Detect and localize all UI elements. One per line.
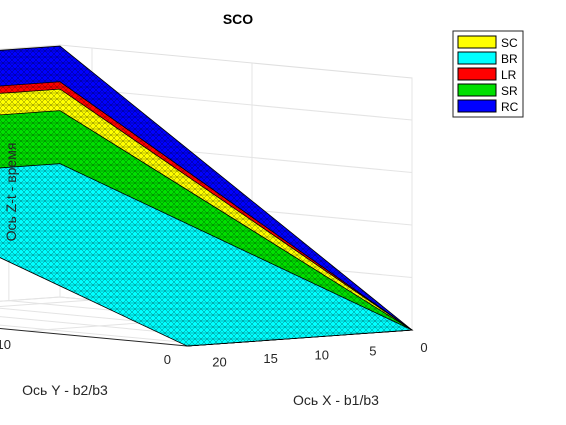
surface-br (0, 163, 414, 347)
y-axis-line (0, 327, 188, 347)
x-tick-label: 5 (369, 344, 376, 359)
tick-labels: 01002003004000510152001020 (0, 337, 428, 370)
legend: SC BR LR SR RC (452, 30, 524, 118)
legend-label-br: BR (501, 52, 518, 66)
legend-label-sc: SC (501, 36, 518, 50)
legend-swatch-rc (457, 99, 497, 113)
grid-line-x (0, 316, 259, 342)
y-axis-label: Ось Y - b2/b3 (22, 382, 108, 398)
x-tick-label: 0 (420, 340, 427, 355)
y-tick-label: 10 (0, 337, 11, 352)
legend-swatch-sr (457, 83, 497, 97)
grid-line-x (0, 324, 208, 346)
legend-swatch-sc (457, 35, 497, 49)
chart-title: SCO (223, 11, 253, 27)
x-tick-label: 20 (212, 355, 226, 370)
x-tick-label: 10 (314, 347, 328, 362)
y-tick-label: 0 (164, 352, 171, 367)
z-axis-label: Ось Z-t - время (3, 143, 19, 242)
x-tick-label: 15 (263, 351, 277, 366)
x-axis-label: Ось X - b1/b3 (293, 392, 379, 408)
legend-label-rc: RC (501, 100, 519, 114)
legend-swatch-lr (457, 67, 497, 81)
surfaces (0, 45, 414, 347)
legend-label-lr: LR (501, 68, 517, 82)
legend-label-sr: SR (501, 84, 518, 98)
surface-mesh (0, 163, 412, 346)
legend-swatch-br (457, 51, 497, 65)
